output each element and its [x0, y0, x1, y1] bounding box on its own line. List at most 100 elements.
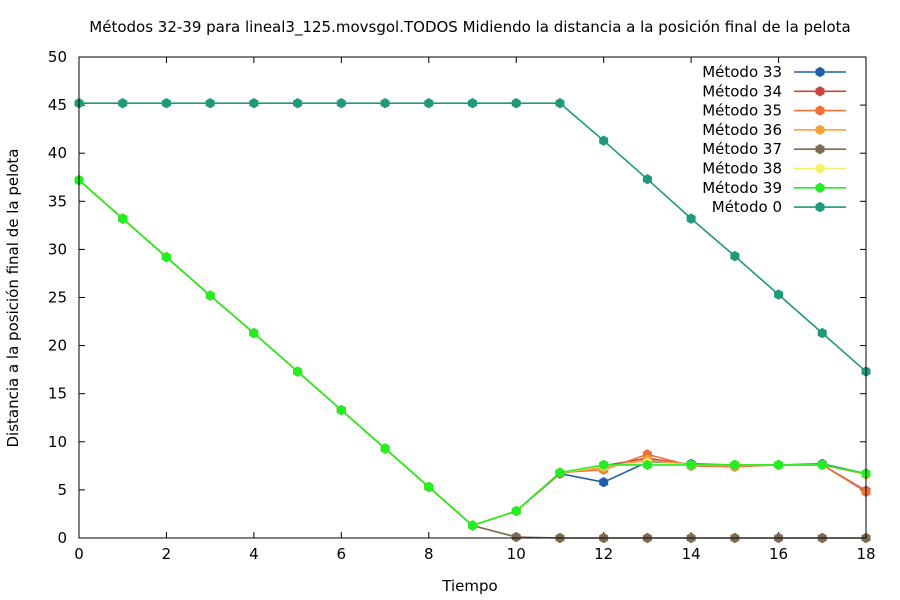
series-3	[74, 174, 871, 531]
data-point	[817, 459, 827, 471]
y-tick-label: 35	[48, 192, 67, 210]
data-point	[599, 459, 609, 471]
legend-marker	[815, 163, 825, 174]
data-point	[774, 289, 784, 300]
legend-entry: Método 0	[712, 198, 846, 216]
legend-entry: Método 33	[702, 63, 846, 81]
legend-entry: Método 37	[702, 140, 846, 158]
y-tick-label: 15	[48, 385, 67, 403]
data-point	[205, 97, 215, 109]
y-tick-label: 40	[48, 144, 67, 162]
y-tick-label: 20	[48, 337, 67, 355]
series-5	[74, 174, 871, 531]
x-tick-label: 2	[162, 545, 172, 563]
legend-label: Método 38	[702, 160, 782, 178]
data-point	[817, 327, 827, 339]
legend-label: Método 35	[702, 102, 782, 120]
y-tick-label: 5	[57, 481, 67, 499]
series-line	[78, 179, 867, 527]
y-tick-label: 0	[57, 529, 67, 547]
data-point	[205, 290, 215, 301]
legend-marker	[815, 182, 825, 193]
data-point	[555, 467, 565, 478]
legend-entry: Método 36	[702, 121, 846, 139]
y-tick-label: 25	[48, 289, 67, 307]
data-point	[118, 213, 128, 224]
legend-entry: Método 34	[702, 82, 846, 100]
data-point	[424, 97, 434, 109]
data-point	[774, 459, 784, 471]
legend-marker	[815, 201, 825, 213]
y-tick-label: 50	[48, 48, 67, 66]
data-point	[293, 97, 303, 109]
x-tick-label: 4	[249, 545, 259, 563]
legend-marker	[815, 66, 825, 78]
x-tick-label: 10	[507, 545, 526, 563]
x-tick-label: 8	[424, 545, 434, 563]
legend-entry: Método 39	[702, 179, 846, 197]
y-axis-label: Distancia a la posición final de la pelo…	[4, 148, 22, 447]
series-line	[78, 179, 867, 527]
legend-label: Método 34	[702, 82, 782, 100]
series-7	[74, 97, 871, 377]
x-tick-label: 14	[682, 545, 701, 563]
x-axis-label: Tiempo	[441, 577, 497, 595]
series-layer	[74, 97, 871, 544]
data-point	[118, 97, 128, 109]
data-point	[336, 97, 346, 109]
data-point	[293, 366, 303, 377]
legend-label: Método 33	[702, 63, 782, 81]
data-point	[249, 97, 259, 109]
axis-ticks: 0 2 4 6 8 10 12 14 16 18 0 5 10 15 20 25 30 35 40 45 50	[48, 48, 876, 563]
data-point	[380, 97, 390, 109]
data-point	[336, 404, 346, 416]
data-point	[424, 481, 434, 493]
x-tick-label: 6	[337, 545, 347, 563]
legend-marker	[815, 105, 825, 116]
y-tick-label: 45	[48, 96, 67, 114]
series-line	[78, 179, 866, 539]
series-line	[78, 179, 867, 527]
y-tick-label: 10	[48, 433, 67, 451]
legend-marker	[815, 144, 825, 155]
data-point	[730, 459, 740, 471]
plot-frame	[78, 56, 867, 539]
legend-marker	[815, 124, 825, 136]
data-point	[642, 459, 652, 471]
legend-label: Método 39	[702, 179, 782, 197]
data-point	[249, 327, 259, 339]
legend-entry: Método 38	[702, 160, 846, 178]
data-point	[161, 251, 171, 263]
data-point	[511, 505, 521, 517]
y-tick-label: 30	[48, 240, 67, 258]
legend-entry: Método 35	[702, 102, 846, 120]
data-point	[468, 97, 477, 109]
data-point	[380, 443, 390, 454]
series-line	[78, 179, 867, 527]
data-point	[468, 520, 477, 531]
legend-label: Método 37	[702, 140, 782, 158]
legend-marker	[815, 86, 825, 97]
series-0	[74, 174, 871, 531]
data-point	[599, 135, 609, 146]
legend-label: Método 0	[712, 198, 782, 216]
data-point	[642, 173, 652, 185]
data-point	[686, 459, 696, 471]
data-point	[161, 97, 171, 109]
series-6	[74, 174, 871, 531]
series-4	[74, 174, 871, 544]
data-point	[511, 97, 521, 109]
data-point	[686, 213, 696, 224]
x-tick-label: 0	[74, 545, 84, 563]
data-point	[555, 97, 565, 109]
x-tick-label: 16	[769, 545, 788, 563]
series-line	[78, 179, 867, 527]
data-point	[599, 477, 609, 488]
chart-title: Métodos 32-39 para lineal3_125.movsgol.T…	[89, 18, 850, 37]
x-tick-label: 18	[856, 545, 875, 563]
series-line	[78, 179, 867, 527]
series-1	[74, 174, 871, 531]
series-2	[74, 174, 871, 531]
